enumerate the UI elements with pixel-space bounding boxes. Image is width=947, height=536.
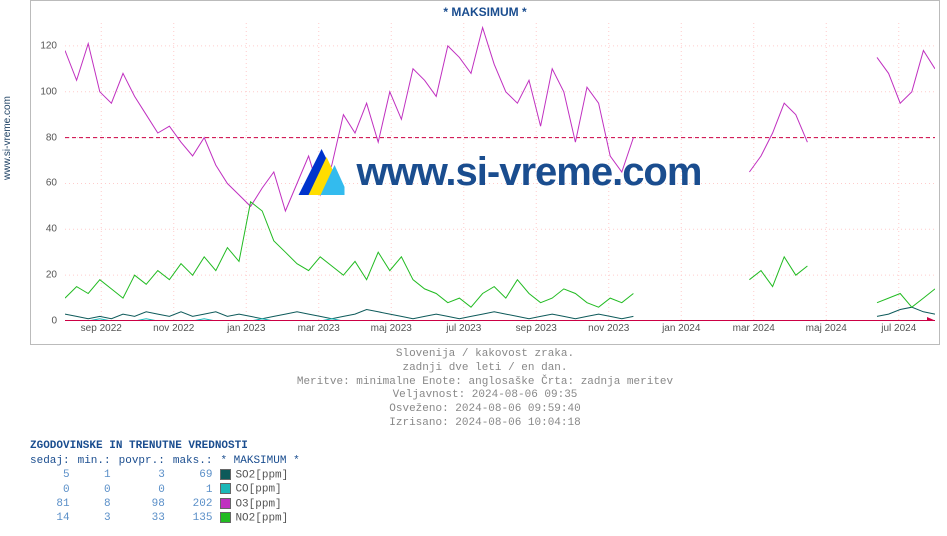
values-table: sedaj: min.: povpr.: maks.: * MAKSIMUM *… bbox=[30, 454, 308, 526]
meta-line-5: Osveženo: 2024-08-06 09:59:40 bbox=[30, 403, 940, 417]
x-tick-label: mar 2024 bbox=[733, 323, 775, 334]
y-tick-label: 80 bbox=[46, 132, 57, 143]
hdr-sedaj: sedaj: bbox=[30, 454, 78, 468]
hdr-maksimum: * MAKSIMUM * bbox=[220, 454, 307, 468]
cell-sedaj: 14 bbox=[30, 511, 78, 525]
x-axis-labels: sep 2022 nov 2022 jan 2023 mar 2023 maj 2023… bbox=[65, 323, 935, 339]
x-tick-label: jan 2024 bbox=[662, 323, 700, 334]
plot-area: www.si-vreme.com bbox=[65, 23, 935, 321]
cell-povpr: 98 bbox=[119, 497, 173, 511]
color-swatch-icon bbox=[220, 483, 231, 494]
meta-line-3: Meritve: minimalne Enote: anglosaške Črt… bbox=[30, 376, 940, 390]
x-tick-label: sep 2022 bbox=[81, 323, 122, 334]
color-swatch-icon bbox=[220, 498, 231, 509]
color-swatch-icon bbox=[220, 469, 231, 480]
meta-line-2: zadnji dve leti / en dan. bbox=[30, 362, 940, 376]
y-axis-labels: 020406080100120 bbox=[31, 23, 61, 321]
x-tick-label: maj 2023 bbox=[371, 323, 412, 334]
y-tick-label: 0 bbox=[51, 316, 57, 327]
values-table-block: ZGODOVINSKE IN TRENUTNE VREDNOSTI sedaj:… bbox=[30, 440, 308, 526]
cell-maks: 69 bbox=[173, 468, 221, 482]
cell-min: 1 bbox=[78, 468, 119, 482]
table-row: 81898202O3[ppm] bbox=[30, 497, 308, 511]
cell-povpr: 33 bbox=[119, 511, 173, 525]
cell-min: 0 bbox=[78, 482, 119, 496]
y-tick-label: 60 bbox=[46, 178, 57, 189]
cell-povpr: 0 bbox=[119, 482, 173, 496]
hdr-povpr: povpr.: bbox=[119, 454, 173, 468]
table-row: 0001CO[ppm] bbox=[30, 482, 308, 496]
chart-title: * MAKSIMUM * bbox=[31, 1, 939, 19]
x-tick-label: jan 2023 bbox=[227, 323, 265, 334]
table-title: ZGODOVINSKE IN TRENUTNE VREDNOSTI bbox=[30, 440, 308, 452]
hdr-min: min.: bbox=[78, 454, 119, 468]
cell-maks: 202 bbox=[173, 497, 221, 511]
cell-povpr: 3 bbox=[119, 468, 173, 482]
cell-sedaj: 81 bbox=[30, 497, 78, 511]
y-tick-label: 120 bbox=[40, 40, 57, 51]
x-tick-label: sep 2023 bbox=[516, 323, 557, 334]
side-url-label: www.si-vreme.com bbox=[2, 96, 13, 180]
x-tick-label: maj 2024 bbox=[806, 323, 847, 334]
meta-line-1: Slovenija / kakovost zraka. bbox=[30, 348, 940, 362]
color-swatch-icon bbox=[220, 512, 231, 523]
meta-line-6: Izrisano: 2024-08-06 10:04:18 bbox=[30, 417, 940, 431]
table-row: 51369SO2[ppm] bbox=[30, 468, 308, 482]
y-tick-label: 40 bbox=[46, 224, 57, 235]
cell-series: O3[ppm] bbox=[220, 497, 307, 511]
table-row: 14333135NO2[ppm] bbox=[30, 511, 308, 525]
y-tick-label: 100 bbox=[40, 86, 57, 97]
x-tick-label: mar 2023 bbox=[298, 323, 340, 334]
x-tick-label: jul 2024 bbox=[881, 323, 916, 334]
chart-container: * MAKSIMUM * 0 20 40 60 80 100 120 www.si-vrem… bbox=[30, 0, 940, 345]
metadata-block: Slovenija / kakovost zraka. zadnji dve l… bbox=[30, 348, 940, 431]
y-tick-label: 20 bbox=[46, 270, 57, 281]
cell-series: SO2[ppm] bbox=[220, 468, 307, 482]
cell-series: CO[ppm] bbox=[220, 482, 307, 496]
cell-min: 3 bbox=[78, 511, 119, 525]
x-tick-label: nov 2023 bbox=[588, 323, 629, 334]
cell-maks: 1 bbox=[173, 482, 221, 496]
table-header-row: sedaj: min.: povpr.: maks.: * MAKSIMUM * bbox=[30, 454, 308, 468]
x-tick-label: nov 2022 bbox=[153, 323, 194, 334]
cell-maks: 135 bbox=[173, 511, 221, 525]
meta-line-4: Veljavnost: 2024-08-06 09:35 bbox=[30, 389, 940, 403]
cell-min: 8 bbox=[78, 497, 119, 511]
cell-series: NO2[ppm] bbox=[220, 511, 307, 525]
x-tick-label: jul 2023 bbox=[446, 323, 481, 334]
cell-sedaj: 0 bbox=[30, 482, 78, 496]
hdr-maks: maks.: bbox=[173, 454, 221, 468]
cell-sedaj: 5 bbox=[30, 468, 78, 482]
chart-svg bbox=[65, 23, 935, 321]
